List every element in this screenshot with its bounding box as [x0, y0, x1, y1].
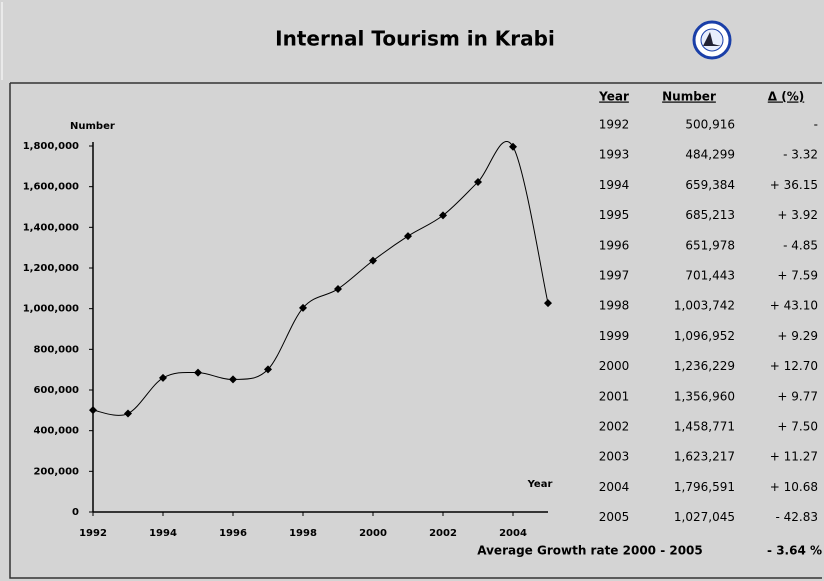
marker	[229, 375, 237, 384]
table-cell: 1995	[599, 208, 630, 222]
table-cell: 1996	[599, 238, 630, 252]
table-cell: 1997	[599, 269, 630, 283]
x-tick-label: 2004	[499, 528, 527, 539]
table-cell: + 7.50	[777, 420, 818, 434]
table-cell: 659,384	[685, 178, 735, 192]
footer-label: Average Growth rate 2000 - 2005	[477, 544, 703, 558]
x-tick-label: 2000	[359, 528, 387, 539]
table-cell: 1,356,960	[674, 389, 735, 403]
marker	[89, 406, 97, 415]
table-cell: 1999	[599, 329, 630, 343]
table-cell: -	[814, 118, 818, 132]
marker	[369, 256, 377, 265]
table-cell: 1992	[599, 118, 630, 132]
x-tick-label: 1998	[289, 528, 317, 539]
table-cell: + 7.59	[777, 269, 818, 283]
y-tick-label: 1,000,000	[23, 304, 79, 315]
marker	[194, 368, 202, 377]
x-tick-label: 1994	[149, 528, 177, 539]
table-cell: 2000	[599, 359, 630, 373]
logo	[692, 20, 732, 60]
table-cell: 1,003,742	[674, 299, 735, 313]
marker	[439, 211, 447, 220]
y-tick-label: 1,200,000	[23, 263, 79, 274]
table-cell: 2001	[599, 389, 630, 403]
table-cell: + 3.92	[777, 208, 818, 222]
x-tick-label: 2002	[429, 528, 457, 539]
table-cell: 1,623,217	[674, 450, 735, 464]
marker	[474, 177, 482, 186]
y-tick-label: 0	[72, 507, 79, 518]
table-cell: + 10.68	[770, 480, 818, 494]
y-tick-label: 1,400,000	[23, 222, 79, 233]
table-cell: 1994	[599, 178, 630, 192]
marker	[159, 373, 167, 382]
table-header: Δ (%)	[768, 90, 804, 104]
table-cell: + 9.29	[777, 329, 818, 343]
marker	[264, 365, 272, 374]
table-cell: + 9.77	[777, 389, 818, 403]
y-axis-label: Number	[70, 121, 115, 132]
table-cell: 1,096,952	[674, 329, 735, 343]
title: Internal Tourism in Krabi	[275, 27, 555, 51]
x-tick-label: 1992	[79, 528, 107, 539]
table-cell: 1,796,591	[674, 480, 735, 494]
x-tick-label: 1996	[219, 528, 247, 539]
table-cell: 651,978	[685, 238, 735, 252]
table-cell: - 3.32	[783, 148, 818, 162]
table-cell: + 36.15	[770, 178, 818, 192]
table-cell: 1,458,771	[674, 420, 735, 434]
table-cell: 2005	[599, 510, 630, 524]
table-cell: 2002	[599, 420, 630, 434]
x-axis-label: Year	[527, 479, 553, 490]
footer-value: - 3.64 %	[767, 544, 822, 558]
table-cell: 685,213	[685, 208, 735, 222]
table-header: Number	[662, 90, 716, 104]
table-cell: - 4.85	[783, 238, 818, 252]
y-tick-label: 1,800,000	[23, 141, 79, 152]
marker	[334, 284, 342, 293]
y-tick-label: 800,000	[33, 344, 79, 355]
table-cell: + 43.10	[770, 299, 818, 313]
y-tick-label: 400,000	[33, 426, 79, 437]
table-cell: 500,916	[685, 118, 735, 132]
table-cell: 1993	[599, 148, 630, 162]
table-cell: 2003	[599, 450, 630, 464]
table-cell: + 11.27	[770, 450, 818, 464]
table-cell: + 12.70	[770, 359, 818, 373]
marker	[544, 299, 552, 308]
table-cell: 1998	[599, 299, 630, 313]
table-cell: 2004	[599, 480, 630, 494]
marker	[299, 303, 307, 312]
y-tick-label: 600,000	[33, 385, 79, 396]
y-tick-label: 200,000	[33, 466, 79, 477]
table-cell: 1,236,229	[674, 359, 735, 373]
table-cell: 1,027,045	[674, 510, 735, 524]
table-header: Year	[598, 90, 629, 104]
table-cell: - 42.83	[776, 510, 819, 524]
line	[92, 141, 549, 416]
table-cell: 484,299	[685, 148, 735, 162]
frame	[9, 82, 822, 579]
y-tick-label: 1,600,000	[23, 182, 79, 193]
marker	[404, 232, 412, 241]
marker	[124, 409, 132, 418]
table-cell: 701,443	[685, 269, 735, 283]
marker	[509, 142, 517, 151]
